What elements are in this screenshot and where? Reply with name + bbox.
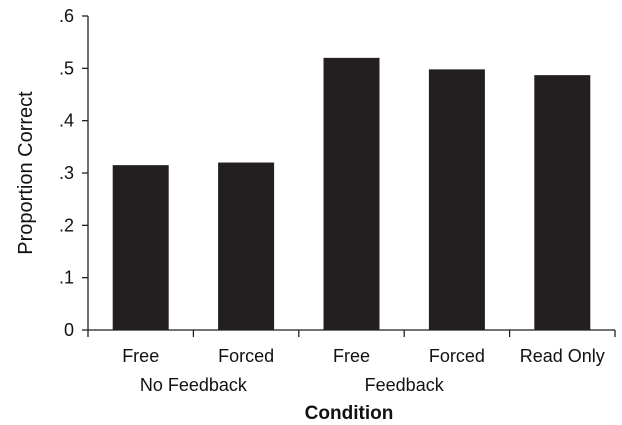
y-tick-label: 0 xyxy=(64,320,74,340)
x-ticks-group xyxy=(87,330,616,337)
bar xyxy=(218,162,275,330)
category-label: Forced xyxy=(218,346,274,366)
group-labels-group: No Feedback Feedback xyxy=(140,375,445,395)
y-tick-label: .3 xyxy=(59,163,74,183)
category-label: Free xyxy=(333,346,370,366)
category-label: Forced xyxy=(429,346,485,366)
group-label: No Feedback xyxy=(140,375,248,395)
y-ticks-group: 0 .1 .2 .3 .4 .5 .6 xyxy=(59,6,88,340)
y-tick-label: .4 xyxy=(59,111,74,131)
bar xyxy=(112,165,169,330)
bar xyxy=(428,69,485,330)
group-label: Feedback xyxy=(365,375,445,395)
y-axis-title: Proportion Correct xyxy=(15,91,37,255)
category-labels-group: Free Forced Free Forced Read Only xyxy=(122,346,605,366)
bar xyxy=(323,57,380,330)
x-axis-title: Condition xyxy=(305,403,394,424)
category-label: Read Only xyxy=(520,346,605,366)
y-tick-label: .5 xyxy=(59,58,74,78)
bar xyxy=(534,75,591,331)
category-label: Free xyxy=(122,346,159,366)
y-tick-label: .6 xyxy=(59,6,74,26)
bars-group xyxy=(112,57,591,331)
y-tick-label: .1 xyxy=(59,268,74,288)
y-tick-label: .2 xyxy=(59,215,74,235)
